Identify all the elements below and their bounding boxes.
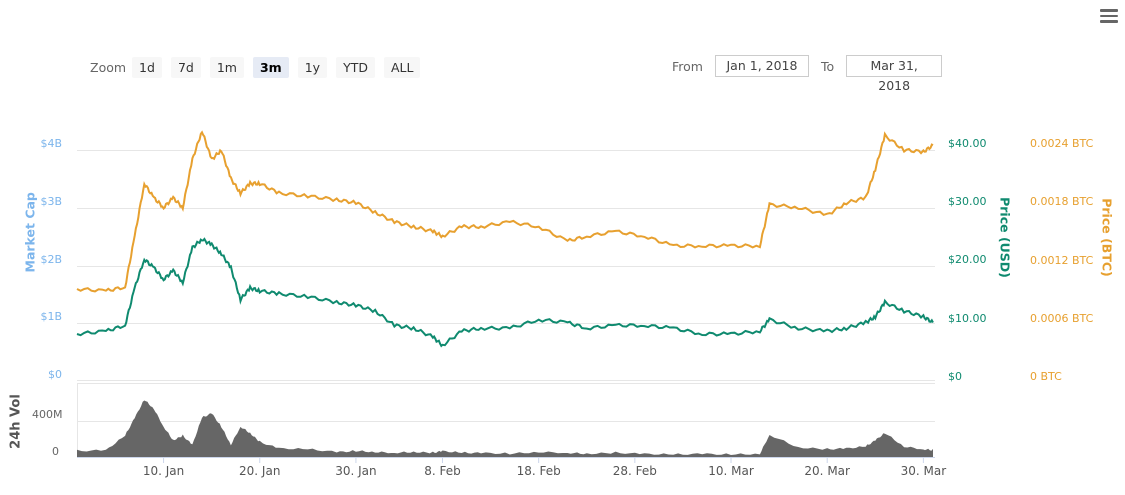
zoom-1y-button[interactable]: 1y: [297, 56, 328, 78]
btc-tick: 0 BTC: [1030, 370, 1062, 383]
market-cap-tick: $0: [48, 368, 62, 381]
btc-tick: 0.0006 BTC: [1030, 312, 1094, 325]
volume-area: [77, 400, 933, 457]
market-cap-tick: $3B: [40, 195, 62, 208]
from-date-input[interactable]: Jan 1, 2018: [714, 55, 809, 77]
x-tick-label: 8. Feb: [424, 464, 461, 478]
market-cap-tick: $4B: [40, 137, 62, 150]
zoom-selector: Zoom 1d 7d 1m 3m 1y YTD ALL: [90, 55, 429, 79]
date-range: From Jan 1, 2018 To Mar 31, 2018: [672, 55, 956, 93]
usd-tick: $10.00: [948, 312, 987, 325]
zoom-7d-button[interactable]: 7d: [170, 56, 201, 78]
usd-tick: $40.00: [948, 137, 987, 150]
main-grid: [77, 150, 935, 381]
zoom-ytd-button[interactable]: YTD: [336, 56, 375, 78]
x-tick-label: 20. Mar: [804, 464, 850, 478]
zoom-1d-button[interactable]: 1d: [132, 56, 162, 78]
volume-tick: 400M: [32, 408, 63, 421]
volume-tick: 0: [52, 445, 59, 458]
zoom-3m-button[interactable]: 3m: [252, 56, 289, 78]
x-tick-label: 10. Mar: [708, 464, 754, 478]
market-cap-tick: $2B: [40, 253, 62, 266]
x-tick-label: 28. Feb: [612, 464, 657, 478]
x-tick-label: 30. Mar: [900, 464, 947, 478]
x-tick-label: 10. Jan: [142, 464, 185, 478]
btc-tick: 0.0018 BTC: [1030, 195, 1094, 208]
from-label: From: [672, 58, 703, 74]
x-axis-ticks: [163, 457, 924, 463]
usd-tick: $0: [948, 370, 962, 383]
btc-tick: 0.0024 BTC: [1030, 137, 1094, 150]
to-date-input[interactable]: Mar 31, 2018: [846, 55, 943, 93]
hamburger-menu-icon[interactable]: [1100, 9, 1118, 23]
zoom-1m-button[interactable]: 1m: [209, 56, 244, 78]
x-tick-label: 20. Jan: [239, 464, 281, 478]
price-btc-line: [76, 130, 934, 293]
market-cap-tick: $1B: [40, 310, 62, 323]
x-tick-label: 30. Jan: [335, 464, 377, 478]
usd-tick: $20.00: [948, 253, 987, 266]
zoom-all-button[interactable]: ALL: [383, 56, 421, 78]
price-usd-line: [76, 237, 934, 348]
btc-tick: 0.0012 BTC: [1030, 254, 1094, 267]
usd-tick: $30.00: [948, 195, 987, 208]
x-tick-label: 18. Feb: [516, 464, 561, 478]
volume-grid: [77, 383, 935, 457]
to-label: To: [820, 58, 835, 74]
zoom-label: Zoom: [90, 59, 127, 75]
